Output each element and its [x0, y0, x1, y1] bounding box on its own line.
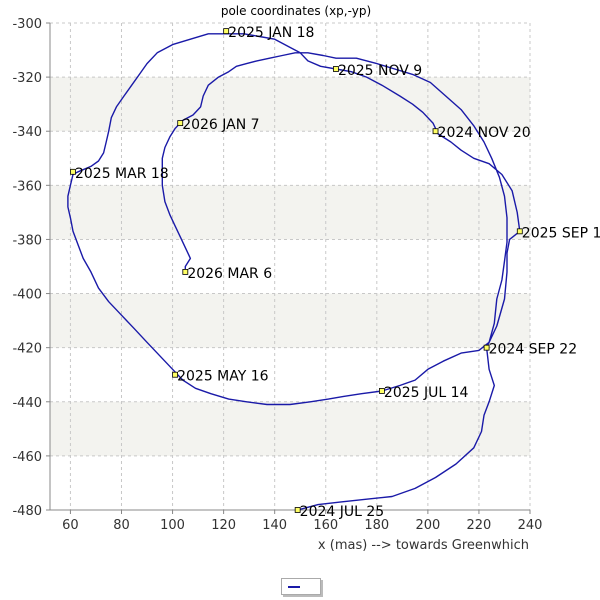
date-marker	[379, 388, 385, 394]
axes	[46, 22, 531, 514]
series-layer	[67, 33, 521, 511]
chart-title: pole coordinates (xp,-yp)	[221, 4, 371, 18]
legend[interactable]	[281, 578, 321, 595]
date-label: 2025 JUL 14	[384, 385, 469, 401]
y-tick-label: -360	[12, 179, 42, 194]
x-tick-label: 180	[364, 518, 389, 533]
date-marker	[223, 28, 230, 35]
date-marker	[333, 66, 339, 72]
date-label: 2025 MAY 16	[177, 369, 269, 385]
date-marker	[70, 168, 76, 175]
plot-bands	[50, 77, 530, 456]
y-tick-label: -400	[12, 288, 42, 303]
date-marker	[294, 507, 301, 513]
plot-band	[50, 401, 530, 456]
x-tick-label: 60	[62, 518, 79, 533]
y-tick-label: -420	[12, 342, 42, 357]
x-tick-label: 80	[113, 518, 130, 533]
date-label: 2024 SEP 22	[489, 342, 578, 358]
plot-band	[50, 77, 530, 132]
date-marker	[172, 371, 179, 378]
x-tick-label: 120	[211, 518, 236, 533]
plot-band	[50, 185, 530, 240]
y-tick-label: -320	[12, 71, 42, 86]
date-marker	[516, 228, 523, 235]
date-label: 2026 MAR 6	[187, 266, 272, 282]
plot-band	[50, 293, 530, 348]
y-tick-label: -380	[12, 233, 42, 248]
date-label: 2025 JAN 18	[228, 25, 314, 41]
x-axis-label: x (mas) --> towards Greenwhich	[318, 538, 529, 553]
date-marker	[483, 344, 490, 351]
date-label: 2024 JUL 25	[300, 504, 385, 520]
date-label: 2025 NOV 9	[338, 63, 422, 79]
y-tick-label: -460	[12, 450, 42, 465]
pole-path-line	[67, 33, 521, 511]
x-tick-label: 100	[160, 518, 185, 533]
date-label: 2026 JAN 7	[182, 117, 259, 133]
date-marker	[432, 128, 439, 135]
date-annotations: 2025 JAN 18 2025 NOV 9 2026 JAN 7 2024 NOV …	[70, 25, 600, 520]
date-label: 2024 NOV 20	[438, 125, 531, 141]
x-tick-label: 200	[415, 518, 440, 533]
tick-labels: -300 -320 -340 -360 -380 -400 -420 -440 -460 -480…	[12, 17, 542, 533]
y-tick-label: -480	[12, 504, 42, 519]
date-label: 2025 MAR 18	[75, 166, 169, 182]
x-tick-label: 240	[518, 518, 543, 533]
y-tick-label: -300	[12, 17, 42, 32]
date-marker	[182, 269, 189, 275]
y-tick-label: -340	[12, 125, 42, 140]
legend-swatch	[288, 586, 300, 588]
x-tick-label: 140	[262, 518, 287, 533]
date-marker	[177, 120, 184, 127]
y-tick-label: -440	[12, 396, 42, 411]
x-tick-label: 160	[313, 518, 338, 533]
date-label: 2025 SEP 17	[522, 225, 600, 241]
x-tick-label: 220	[467, 518, 492, 533]
